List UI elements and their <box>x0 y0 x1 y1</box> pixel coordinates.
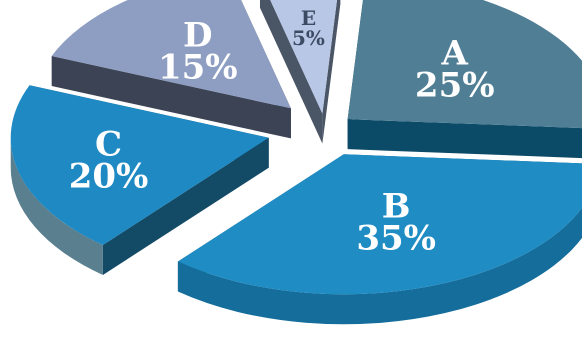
slice-label-e: E <box>301 6 316 30</box>
slice-value-label-c: 20% <box>69 156 149 196</box>
slice-value-label-d: 15% <box>158 47 238 87</box>
pie-slice-b: B35% <box>177 154 582 325</box>
pie-slice-e-wall-end <box>322 0 341 144</box>
pie-slice-a: A25% <box>347 0 582 159</box>
pie-slice-c: C20% <box>10 85 269 275</box>
slice-value-label-e: 5% <box>292 26 325 50</box>
pie-slice-c-edge-0 <box>10 137 103 275</box>
pie-slice-e-wall-start <box>259 0 323 144</box>
pie-slice-b-edge-0 <box>177 207 582 325</box>
pie-slice-d: D15% <box>51 0 291 139</box>
pie-slice-e-top <box>270 0 338 114</box>
pie-slice-d-wall-start <box>51 55 291 139</box>
pie-slice-e: E5% <box>259 0 341 144</box>
pie-slice-d-top <box>51 0 291 109</box>
pie-slice-b-top <box>177 154 582 295</box>
slice-value-label-a: 25% <box>415 66 495 106</box>
slice-label-a: A <box>441 34 469 74</box>
slice-label-b: B <box>382 186 411 226</box>
slice-label-c: C <box>95 124 122 164</box>
slice-label-d: D <box>183 15 212 55</box>
pie-slice-a-wall-end <box>347 119 582 159</box>
pie-slice-c-wall-start <box>102 137 269 275</box>
pie-slice-a-top <box>347 0 582 129</box>
pie-slice-c-top <box>10 85 269 245</box>
slice-value-label-b: 35% <box>356 218 436 258</box>
